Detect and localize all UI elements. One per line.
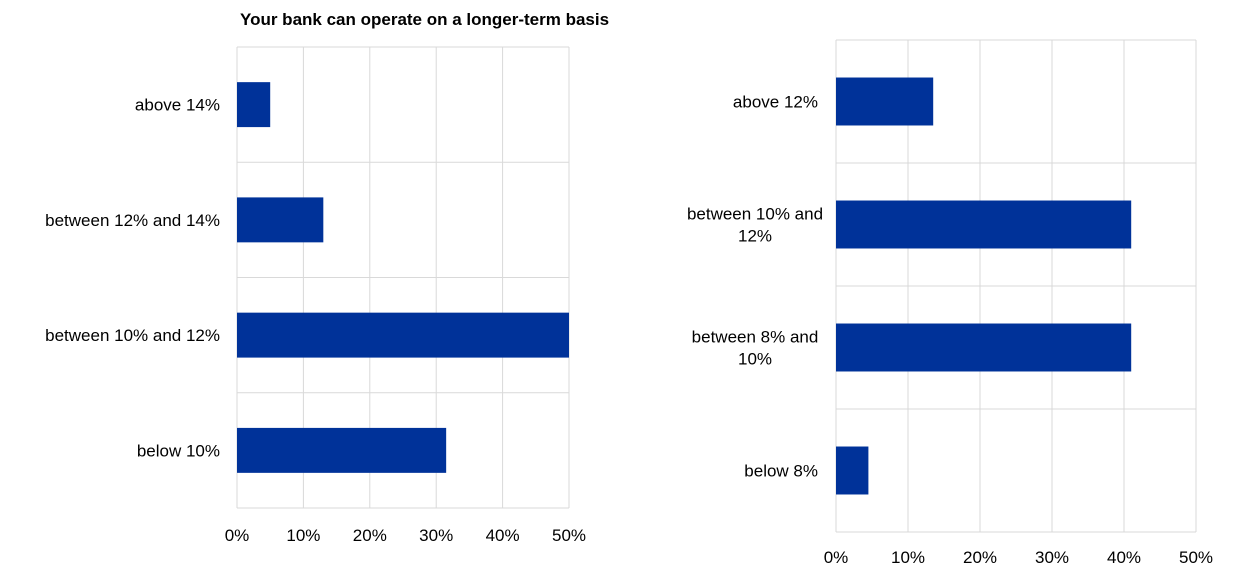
category-label: above 12% (733, 93, 818, 112)
x-tick-label: 40% (486, 526, 520, 545)
right-bar-chart: above 12% between 10% and 12% between 8% an… (687, 39, 1213, 567)
category-label: 12% (738, 227, 772, 246)
x-tick-label: 0% (225, 526, 250, 545)
category-label: between 10% and (687, 205, 823, 224)
category-label: between 12% and 14% (45, 211, 220, 230)
category-label: 10% (738, 350, 772, 369)
bar (237, 197, 324, 243)
x-tick-label: 50% (552, 526, 586, 545)
bar (237, 312, 569, 358)
category-label: below 10% (137, 441, 220, 460)
category-label: between 10% and 12% (45, 326, 220, 345)
bar (836, 323, 1132, 372)
x-tick-label: 50% (1179, 548, 1213, 567)
x-tick-label: 0% (824, 548, 849, 567)
bar (237, 427, 447, 473)
category-label: below 8% (744, 462, 818, 481)
x-tick-label: 40% (1107, 548, 1141, 567)
bar (836, 200, 1132, 249)
chart-title: Your bank can operate on a longer-term b… (240, 10, 610, 29)
bar (237, 82, 271, 128)
bar (836, 77, 934, 126)
x-tick-label: 10% (286, 526, 320, 545)
x-tick-label: 30% (419, 526, 453, 545)
category-label: above 14% (135, 96, 220, 115)
x-tick-label: 10% (891, 548, 925, 567)
category-label: between 8% and (692, 328, 819, 347)
left-bar-chart: above 14% between 12% and 14% between 10% … (45, 46, 586, 545)
x-tick-label: 20% (963, 548, 997, 567)
x-tick-label: 20% (353, 526, 387, 545)
bar (836, 446, 869, 495)
x-tick-label: 30% (1035, 548, 1069, 567)
